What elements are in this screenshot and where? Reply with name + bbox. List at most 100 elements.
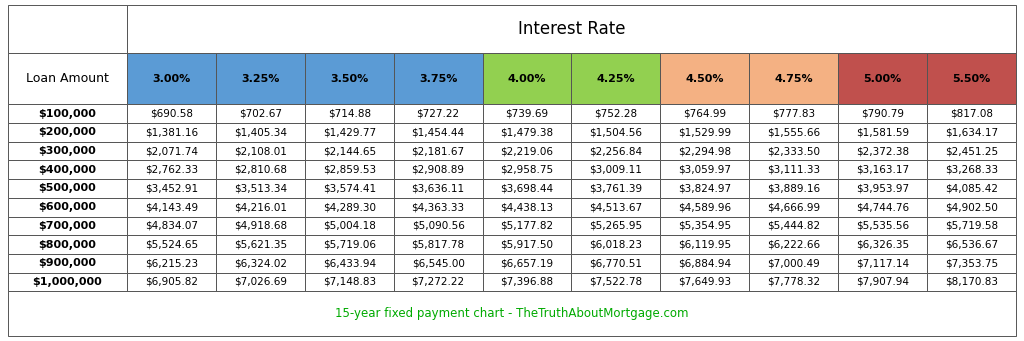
Text: $5,524.65: $5,524.65 (144, 240, 198, 250)
Text: $3,513.34: $3,513.34 (233, 183, 287, 193)
Bar (571, 179, 660, 198)
Text: $1,429.77: $1,429.77 (323, 127, 376, 137)
Bar (127, 179, 216, 198)
Text: $4,744.76: $4,744.76 (856, 202, 909, 212)
Bar (127, 235, 216, 254)
Text: $2,762.33: $2,762.33 (144, 165, 198, 175)
Bar (571, 254, 660, 272)
Text: 3.75%: 3.75% (419, 74, 458, 84)
Bar (839, 198, 927, 217)
Bar (216, 142, 305, 160)
Text: $3,698.44: $3,698.44 (501, 183, 554, 193)
Bar (482, 254, 571, 272)
Text: $1,555.66: $1,555.66 (767, 127, 820, 137)
Text: $1,634.17: $1,634.17 (945, 127, 998, 137)
Text: $7,026.69: $7,026.69 (233, 277, 287, 287)
Text: $7,907.94: $7,907.94 (856, 277, 909, 287)
Bar (839, 123, 927, 142)
Text: $7,272.22: $7,272.22 (412, 277, 465, 287)
Text: $6,119.95: $6,119.95 (678, 240, 731, 250)
Text: $6,545.00: $6,545.00 (412, 258, 465, 268)
Bar (393, 217, 482, 235)
Text: $2,071.74: $2,071.74 (145, 146, 198, 156)
Bar (750, 198, 839, 217)
Bar (482, 235, 571, 254)
Text: $6,324.02: $6,324.02 (233, 258, 287, 268)
Bar (839, 235, 927, 254)
Bar (8, 272, 127, 291)
Text: $7,000.49: $7,000.49 (767, 258, 820, 268)
Bar (660, 160, 750, 179)
Bar (482, 104, 571, 123)
Bar (305, 254, 393, 272)
Text: $100,000: $100,000 (39, 109, 96, 119)
Text: $3,268.33: $3,268.33 (945, 165, 998, 175)
Text: $790.79: $790.79 (861, 109, 904, 119)
Bar (305, 217, 393, 235)
Bar (660, 53, 750, 104)
Text: $2,144.65: $2,144.65 (323, 146, 376, 156)
Text: $4,438.13: $4,438.13 (501, 202, 554, 212)
Bar (8, 142, 127, 160)
Bar (750, 160, 839, 179)
Bar (127, 160, 216, 179)
Bar (8, 104, 127, 123)
Text: $690.58: $690.58 (150, 109, 193, 119)
Bar (393, 272, 482, 291)
Bar (8, 123, 127, 142)
Bar (305, 160, 393, 179)
Text: $3,452.91: $3,452.91 (144, 183, 198, 193)
Text: $727.22: $727.22 (417, 109, 460, 119)
Text: $6,536.67: $6,536.67 (945, 240, 998, 250)
Bar (571, 123, 660, 142)
Text: $1,529.99: $1,529.99 (678, 127, 731, 137)
Text: $5,719.06: $5,719.06 (323, 240, 376, 250)
Text: $500,000: $500,000 (39, 183, 96, 193)
Text: $6,905.82: $6,905.82 (145, 277, 198, 287)
Text: $400,000: $400,000 (39, 165, 96, 175)
Text: $1,479.38: $1,479.38 (501, 127, 554, 137)
Text: 4.25%: 4.25% (597, 74, 635, 84)
Text: 4.00%: 4.00% (508, 74, 546, 84)
Text: $1,000,000: $1,000,000 (33, 277, 102, 287)
Bar (216, 179, 305, 198)
Text: $5,621.35: $5,621.35 (233, 240, 287, 250)
Bar (393, 142, 482, 160)
Text: $5,817.78: $5,817.78 (412, 240, 465, 250)
Bar (305, 142, 393, 160)
Bar (571, 217, 660, 235)
Text: $3,636.11: $3,636.11 (412, 183, 465, 193)
Bar (482, 53, 571, 104)
Bar (660, 217, 750, 235)
Bar (216, 160, 305, 179)
Text: Interest Rate: Interest Rate (518, 20, 626, 38)
Bar (127, 142, 216, 160)
Text: $7,117.14: $7,117.14 (856, 258, 909, 268)
Text: $5,719.58: $5,719.58 (945, 221, 998, 231)
Text: $7,778.32: $7,778.32 (767, 277, 820, 287)
Bar (393, 160, 482, 179)
Text: $5,090.56: $5,090.56 (412, 221, 465, 231)
Text: $700,000: $700,000 (39, 221, 96, 231)
Text: $2,451.25: $2,451.25 (945, 146, 998, 156)
Bar (216, 235, 305, 254)
Bar (750, 104, 839, 123)
Bar (216, 123, 305, 142)
Bar (482, 217, 571, 235)
Text: $2,333.50: $2,333.50 (767, 146, 820, 156)
Bar (660, 104, 750, 123)
Bar (571, 198, 660, 217)
Text: $6,222.66: $6,222.66 (767, 240, 820, 250)
Text: $3,009.11: $3,009.11 (590, 165, 642, 175)
Bar (839, 53, 927, 104)
Text: $714.88: $714.88 (328, 109, 371, 119)
Text: $4,513.67: $4,513.67 (590, 202, 642, 212)
Text: $6,215.23: $6,215.23 (144, 258, 198, 268)
Bar (393, 104, 482, 123)
Text: $2,108.01: $2,108.01 (233, 146, 287, 156)
Text: $3,574.41: $3,574.41 (323, 183, 376, 193)
Bar (127, 104, 216, 123)
Bar (305, 104, 393, 123)
Bar (8, 160, 127, 179)
Bar (216, 104, 305, 123)
